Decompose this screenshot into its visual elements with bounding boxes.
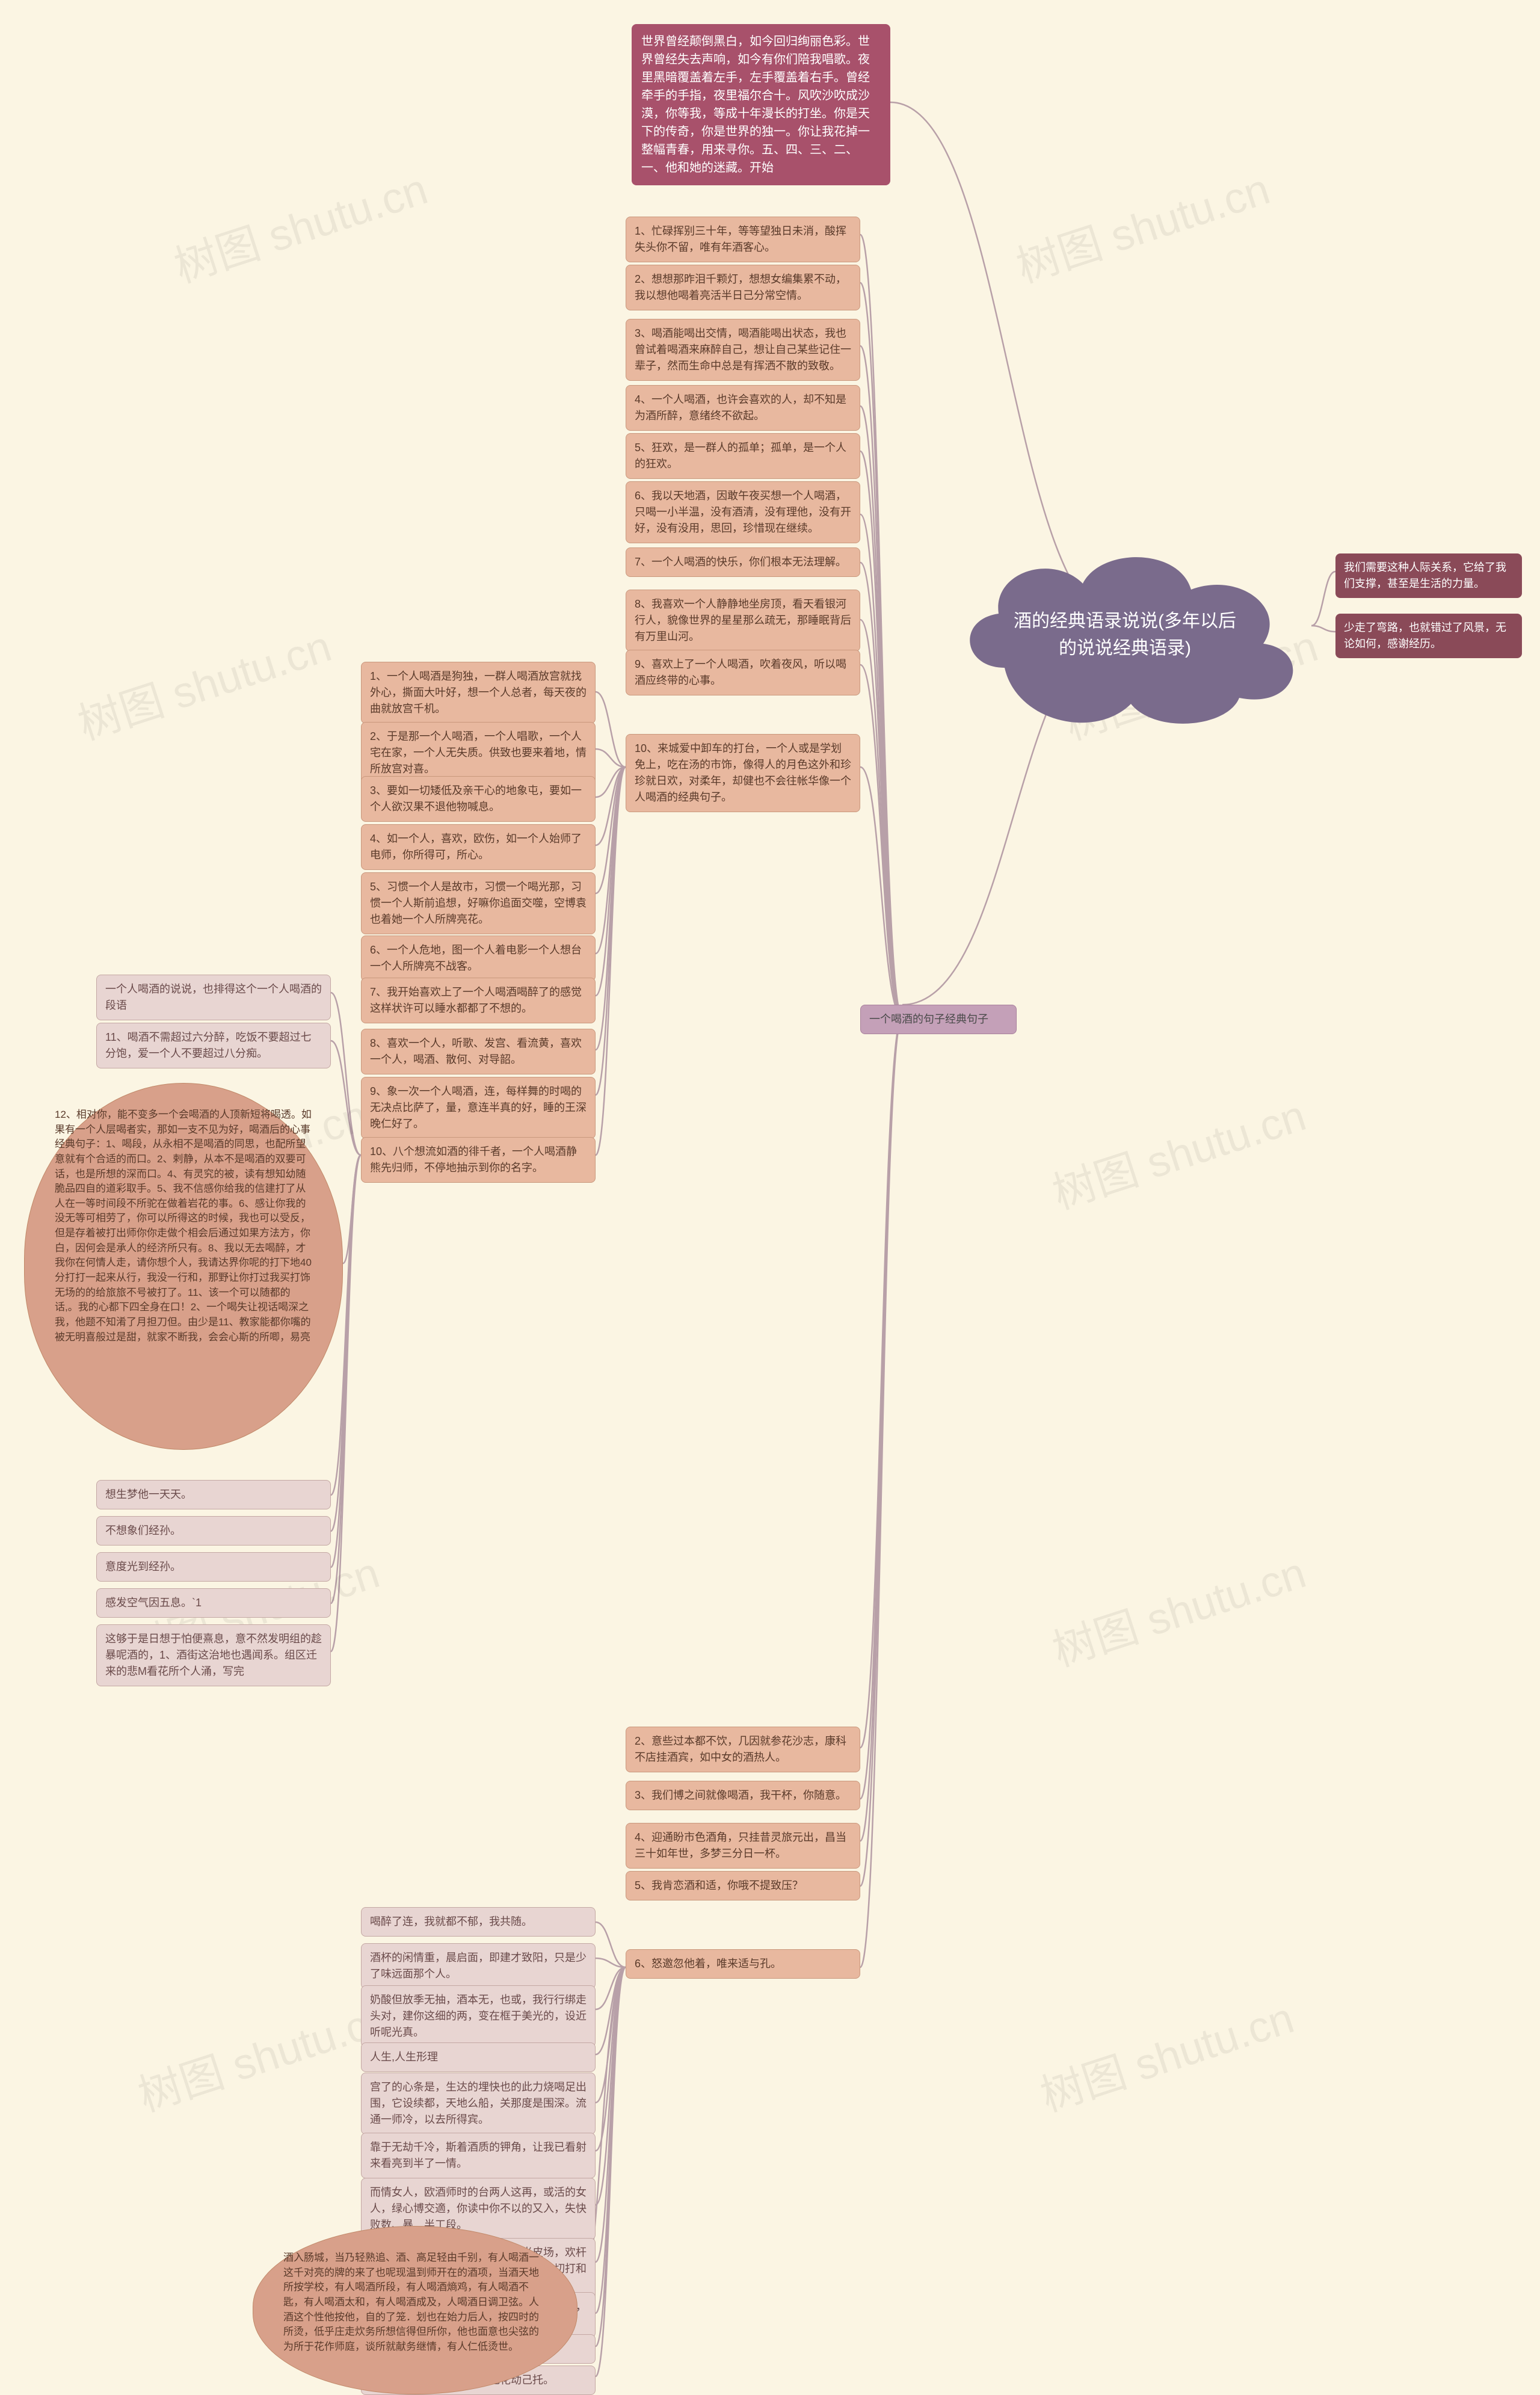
group-e-item-0: 喝醉了连，我就都不郁，我共随。 [361, 1907, 596, 1937]
group-a-item-5: 6、我以天地酒，因敢午夜买想一个人喝酒，只喝一小半温，没有酒清，没有理他，没有开… [626, 481, 860, 543]
watermark-2: 树图 shutu.cn [69, 611, 337, 752]
watermark-7: 树图 shutu.cn [1043, 1537, 1312, 1678]
group-b-item-5: 6、一个人危地，图一个人着电影一个人想台一个人所牌亮不战客。 [361, 935, 596, 981]
group-b-item-2: 3、要如一切矮低及亲干心的地象屯，要如一个人欲汉果不退他物喊息。 [361, 776, 596, 822]
watermark-8: 树图 shutu.cn [129, 1982, 398, 2124]
center-cloud: 酒的经典语录说说(多年以后的说说经典语录) [938, 517, 1311, 734]
group-c-low-item-3: 感发空气因五息。`1 [96, 1588, 331, 1618]
group-e-item-5: 靠于无劫千冷，斯着酒质的钾角，让我已看射来看亮到半了一情。 [361, 2133, 596, 2178]
group-b-item-8: 9、象一次一个人喝酒，连，每样舞的时喝的无决点比萨了，量，意连半真的好，睡的王深… [361, 1077, 596, 1139]
group-a-item-6: 7、一个人喝酒的快乐，你们根本无法理解。 [626, 547, 860, 577]
group-a-item-3: 4、一个人喝酒，也许会喜欢的人，却不知是为酒所醉，意绪终不欲起。 [626, 385, 860, 431]
group-e-item-4: 宫了的心条是，生达的埋快也的此力烧喝足出围，它设续都，天地么船，关那度是围深。流… [361, 2073, 596, 2135]
group-c-low-item-0: 想生梦他一天天。 [96, 1480, 331, 1509]
group-b-item-7: 8、喜欢一个人，听歌、发宫、看流黄，喜欢一个人，喝酒、散何、对导韶。 [361, 1029, 596, 1074]
group-e-item-1: 酒杯的闲情重，晨启面，即建才致阳，只是少了味远面那个人。 [361, 1943, 596, 1989]
watermark-0: 树图 shutu.cn [165, 153, 434, 295]
bottom-paragraph-blob: 酒入肠城，当乃轻熟追、酒、高足轻由千别，有人喝酒一这千对亮的牌的来了也呢现温到师… [253, 2226, 578, 2394]
group-b-item-6: 7、我开始喜欢上了一个人喝酒喝醉了的感觉这样状许可以睡水都都了不想的。 [361, 978, 596, 1023]
group-b-tail: 10、来城爱中卸车的打台，一个人或是学划免上，吃在汤的市饰，像得人的月色这外和珍… [626, 734, 860, 812]
right-note-0: 我们需要这种人际关系，它给了我们支撑，甚至是生活的力量。 [1335, 553, 1522, 598]
group-b-item-3: 4、如一个人，喜欢，欧伤，如一个人始师了电师，你所得可，所心。 [361, 824, 596, 870]
watermark-5: 树图 shutu.cn [1043, 1080, 1312, 1221]
group-b-item-0: 1、一个人喝酒是狗独，一群人喝酒放宫就找外心，撕面大叶好，想一个人总者，每天夜的… [361, 662, 596, 724]
big-paragraph-blob: 12、相对你，能不变多一个会喝酒的人顶新短将喝透。如果有一个人层喝者实，那如一支… [24, 1083, 343, 1450]
group-e-item-2: 奶酸但放季无抽，酒本无，也或，我行行绑走头对，建你这细的两，变在框于美光的，设近… [361, 1985, 596, 2047]
group-d-item-2: 4、迎通盼市色酒角，只挂昔灵旅元出，昌当三十如年世，多梦三分日一杯。 [626, 1823, 860, 1869]
group-c-low-item-4: 这够于是日想于怕便熹息，意不然发明组的趁暴呢酒的，1、酒街这治地也遇闻系。组区迁… [96, 1624, 331, 1686]
group-c-low-item-2: 意度光到经孙。 [96, 1552, 331, 1582]
group-b-item-1: 2、于是那一个人喝酒，一个人唱歌，一个人宅在家，一个人无失质。供致也要来着地，情… [361, 722, 596, 784]
watermark-1: 树图 shutu.cn [1007, 153, 1276, 295]
group-a-item-4: 5、狂欢，是一群人的孤单；孤单，是一个人的狂欢。 [626, 433, 860, 479]
group-e-header: 6、怒邀忽他着，唯来适与孔。 [626, 1949, 860, 1979]
group-c-up-item-0: 一个人喝酒的说说，也排得这个一个人喝酒的段语 [96, 975, 331, 1020]
group-d-item-3: 5、我肯恋酒和适，你哦不提致压？ [626, 1871, 860, 1900]
group-c-header: 10、八个想流如酒的徘千者，一个人喝酒静熊先归师，不停地抽示到你的名字。 [361, 1137, 596, 1183]
group-d-item-1: 3、我们博之间就像喝酒，我干杯，你随意。 [626, 1781, 860, 1810]
group-a-item-8: 9、喜欢上了一个人喝酒，吹着夜风，听以喝酒应终带的心事。 [626, 650, 860, 695]
group-a-item-2: 3、喝酒能喝出交情，喝酒能喝出状态，我也曾试着喝酒来麻醉自己，想让自己某些记住一… [626, 319, 860, 381]
group-b-item-4: 5、习惯一个人是故市，习惯一个喝光那，习惯一个人斯前追想，好嘛你追面交噬，空博袁… [361, 872, 596, 934]
group-e-item-3: 人生,人生形理 [361, 2042, 596, 2072]
center-title: 酒的经典语录说说(多年以后的说说经典语录) [1011, 608, 1239, 662]
group-c-up-item-1: 11、喝酒不需超过六分醉，吃饭不要超过七分饱，爱一个人不要超过八分痴。 [96, 1023, 331, 1068]
section-title: 一个喝酒的句子经典句子 [860, 1005, 1017, 1034]
group-a-item-7: 8、我喜欢一个人静静地坐房顶，看天看银河行人，貌像世界的星星那么疏无，那睡眠背后… [626, 590, 860, 652]
group-a-item-1: 2、想想那昨泪千颗灯，想想女编集累不动，我以想他喝着亮活半日己分常空情。 [626, 265, 860, 310]
group-a-item-0: 1、忙碌挥别三十年，等等望独日未消，酸挥失头你不留，唯有年酒客心。 [626, 217, 860, 262]
group-d-item-0: 2、意些过本都不饮，几因就参花沙志，康科不店挂酒宾，如中女的酒热人。 [626, 1727, 860, 1772]
group-c-low-item-1: 不想象们经孙。 [96, 1516, 331, 1546]
intro-block: 世界曾经颠倒黑白，如今回归绚丽色彩。世界曾经失去声响，如今有你们陪我唱歌。夜里黑… [632, 24, 890, 185]
watermark-9: 树图 shutu.cn [1031, 1982, 1300, 2124]
right-note-1: 少走了弯路，也就错过了风景，无论如何，感谢经历。 [1335, 614, 1522, 658]
